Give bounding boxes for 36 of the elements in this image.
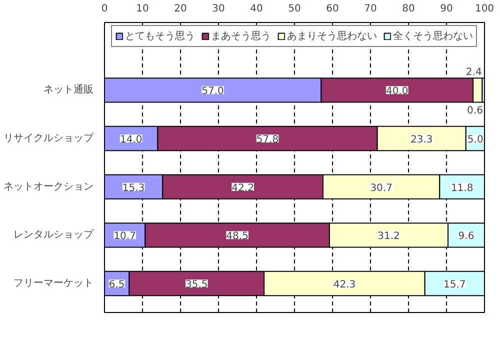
y-tick-label: フリーマーケット xyxy=(14,278,94,289)
data-label: 31.2 xyxy=(378,231,400,242)
x-tick-label: 70 xyxy=(364,4,377,14)
data-label: 14.0 xyxy=(120,134,142,146)
x-tick-label: 80 xyxy=(402,4,415,14)
data-label: 11.8 xyxy=(450,182,474,194)
data-label: 2.4 xyxy=(466,66,482,78)
x-tick-label: 60 xyxy=(326,4,339,14)
data-label: 15.3 xyxy=(122,182,145,194)
y-tick-label: ネットオークション xyxy=(4,181,94,192)
data-label: 10.7 xyxy=(114,231,136,242)
x-tick-label: 50 xyxy=(288,4,301,14)
data-label: 15.7 xyxy=(444,280,466,290)
legend-label: まあそう思う xyxy=(211,30,271,43)
data-label: 23.3 xyxy=(410,134,433,146)
x-tick-label: 30 xyxy=(212,4,225,14)
data-label: 42.3 xyxy=(333,280,356,290)
legend-label: あまりそう思わない xyxy=(287,30,377,43)
legend-label: 全くそう思わない xyxy=(393,30,473,43)
y-tick-label: ネット通販 xyxy=(44,84,94,96)
x-tick-label: 40 xyxy=(250,4,263,14)
data-label: 9.6 xyxy=(458,231,474,242)
legend-label: とてもそう思う xyxy=(125,30,195,43)
y-tick-label: レンタルショップ xyxy=(14,228,94,241)
data-label: 57.0 xyxy=(202,86,224,98)
x-tick-label: 100 xyxy=(474,4,494,14)
data-label: 0.6 xyxy=(467,106,483,116)
data-label: 6.5 xyxy=(108,280,125,290)
data-label: 42.2 xyxy=(232,182,254,194)
x-tick-label: 90 xyxy=(440,4,453,14)
x-tick-label: 0 xyxy=(101,4,108,14)
x-tick-label: 20 xyxy=(174,4,187,14)
data-label: 5.0 xyxy=(467,134,484,146)
y-tick-label: リサイクルショップ xyxy=(4,132,94,144)
x-tick-label: 10 xyxy=(136,4,149,14)
data-label: 30.7 xyxy=(370,182,392,194)
